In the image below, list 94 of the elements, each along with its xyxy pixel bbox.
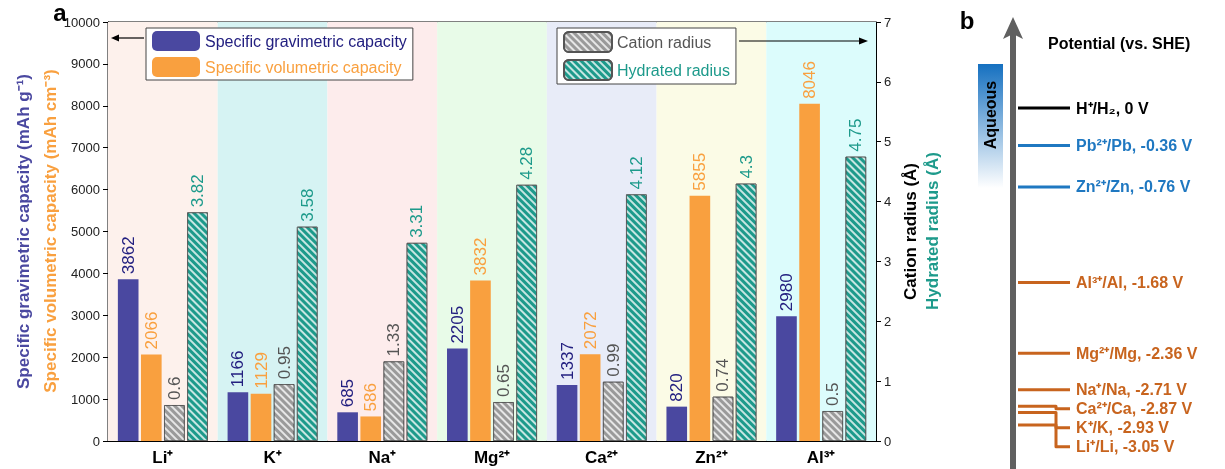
y2-axis-title: Cation radius (Å) [901,163,921,300]
data-label: 586 [361,383,381,412]
data-label: 0.74 [713,358,733,392]
data-label: 3.31 [407,204,427,238]
data-label: 0.5 [823,382,843,407]
category-label: Mg²⁺/Mg [1076,344,1137,362]
data-label: , -2.87 V [1131,400,1193,418]
text: Potential (vs. SHE) [1048,34,1191,52]
bar [117,279,139,441]
y-tick-label: 2000 [71,349,100,365]
y2-tick-label: 4 [884,194,892,210]
legend-label: Specific volumetric capacity [205,58,402,76]
data-label: 8046 [800,61,820,99]
data-label: 0.99 [603,343,623,377]
y-tick-label: 5000 [71,224,100,239]
x-tick-label: Mg²⁺ [473,448,511,467]
data-label: , 0 V [1115,99,1149,117]
x-tick-label: K⁺ [263,448,282,467]
data-label: 3.58 [297,188,317,222]
y2-tick-label: 2 [884,313,892,329]
data-label: , -1.68 V [1122,274,1184,292]
y2-tick-label: 5 [884,134,892,150]
data-label: 0.65 [494,364,514,398]
data-label: 5855 [690,152,710,191]
bar [689,195,711,441]
data-label: 1166 [228,350,248,388]
data-label: 1.33 [384,323,404,357]
bar [556,384,578,441]
bar [776,316,797,441]
data-label: 4.75 [846,118,866,152]
category-label: Pb²⁺/Pb [1076,136,1132,154]
data-label: 2072 [580,311,600,350]
text: Specific volumetric capacity (mAh cm⁻³) [40,69,60,393]
y2-tick-label: 0 [884,433,892,449]
data-label: 685 [338,378,358,408]
category-label: K⁺/K [1076,419,1109,437]
bar [227,392,249,441]
y-tick-label: 6000 [71,182,100,198]
y-tick-label: 3000 [71,307,100,323]
y-tick-label: 0 [92,433,100,449]
data-label: 0.95 [274,346,294,380]
data-label: 1337 [557,342,577,380]
bar [447,348,468,441]
text: Hydrated radius (Å) [922,152,942,310]
data-label: 2205 [447,305,467,344]
y-axis-title: Specific gravimetric capacity (mAh g⁻¹) [14,74,33,389]
bar [470,280,491,441]
data-label: 4.28 [517,146,537,180]
category-label: Zn²⁺/Zn [1076,178,1130,196]
data-label: , -2.71 V [1126,381,1188,399]
y2-tick-label: 3 [884,253,892,269]
x-tick-label: Al³⁺ [806,448,836,467]
data-label: 2980 [776,273,796,312]
bar [360,416,382,441]
data-label: , -3.05 V [1113,438,1175,456]
category-label: H⁺/H₂ [1076,99,1116,117]
data-label: 2066 [141,311,161,350]
y2-tick-label: 6 [884,74,892,90]
legend-label: Hydrated radius [617,61,730,79]
data-label: 1129 [251,352,271,389]
data-label: 4.12 [626,156,646,190]
x-tick-label: Ca²⁺ [585,448,619,467]
category-label: Al³⁺/Al [1076,274,1123,292]
y-tick-label: 9000 [71,56,100,72]
bar [140,354,162,441]
data-label: , -0.36 V [1131,136,1193,154]
y-tick-label: 1000 [71,391,100,407]
data-label: 3862 [118,236,138,275]
data-label: 0.6 [164,376,184,401]
bar [666,406,688,441]
text: b [959,6,975,34]
legend-label: Cation radius [617,33,712,51]
data-label: 4.3 [736,154,756,179]
y2-tick-label: 1 [884,373,892,389]
category-label: Li⁺/Li [1076,438,1114,456]
data-label: , -0.76 V [1129,178,1191,196]
text: Aqueous [981,80,999,150]
y2-tick-label: 7 [884,14,892,30]
data-label: 820 [667,373,687,402]
legend-label: Specific gravimetric capacity [205,32,407,50]
x-tick-label: Li⁺ [152,448,174,467]
category-label: Na⁺/Na [1076,381,1127,399]
x-tick-label: Zn²⁺ [695,448,728,467]
data-label: , -2.36 V [1136,344,1198,362]
data-label: 3832 [470,237,490,276]
y-tick-label: 7000 [71,140,100,156]
bar [799,103,820,441]
data-label: 3.82 [188,174,208,208]
y-tick-label: 4000 [71,265,100,281]
x-tick-label: Na⁺ [368,448,397,467]
category-label: Ca²⁺/Ca [1076,400,1132,418]
y-tick-label: 8000 [71,98,100,114]
bar [337,412,358,441]
data-label: , -2.93 V [1108,419,1170,437]
